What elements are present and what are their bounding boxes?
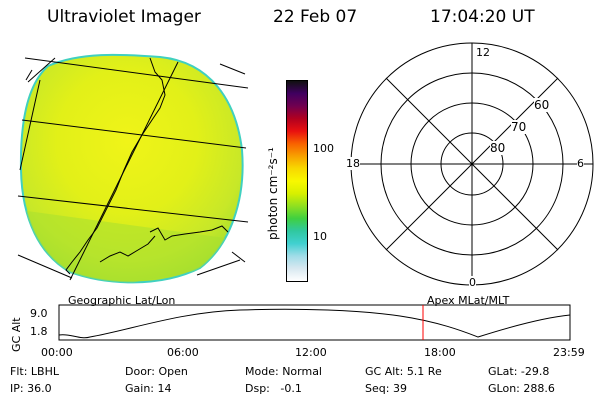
apex-caption: Apex MLat/MLT [427, 294, 510, 307]
status-flt: Flt: LBHL [10, 365, 59, 378]
polar-label-18: 18 [346, 157, 360, 170]
polar-label-70: 70 [511, 120, 527, 134]
status-glat: GLat: -29.8 [488, 365, 550, 378]
status-gain: Gain: 14 [125, 382, 172, 395]
timeline-xtick-4: 23:59 [553, 346, 585, 359]
status-door: Door: Open [125, 365, 188, 378]
colorbar-tick-100: 100 [313, 142, 334, 155]
polar-label-60: 60 [534, 98, 550, 112]
instrument-title: Ultraviolet Imager [47, 7, 201, 27]
status-mode: Mode: Normal [245, 365, 322, 378]
colorbar [286, 80, 308, 282]
altitude-curve [58, 308, 571, 339]
time-label: 17:04:20 UT [430, 7, 535, 27]
polar-label-80: 80 [490, 141, 506, 155]
status-dsp: Dsp: -0.1 [245, 382, 302, 395]
timeline-xtick-0: 00:00 [41, 346, 73, 359]
status-glon: GLon: 288.6 [488, 382, 555, 395]
status-seq: Seq: 39 [365, 382, 407, 395]
geo-caption: Geographic Lat/Lon [68, 294, 176, 307]
polar-label-12: 12 [476, 46, 490, 59]
status-ip: IP: 36.0 [10, 382, 52, 395]
polar-label-6: 6 [577, 157, 584, 170]
timeline-xtick-1: 06:00 [167, 346, 199, 359]
timeline-xtick-3: 18:00 [424, 346, 456, 359]
colorbar-tick-10: 10 [313, 230, 327, 243]
polar-label-0: 0 [469, 276, 476, 289]
timeline-xtick-2: 12:00 [295, 346, 327, 359]
date-label: 22 Feb 07 [273, 7, 358, 27]
coastline [65, 57, 229, 275]
timeline-y-top: 9.0 [30, 307, 48, 320]
timeline-y-bottom: 1.8 [30, 325, 48, 338]
status-gc-alt: GC Alt: 5.1 Re [365, 365, 442, 378]
